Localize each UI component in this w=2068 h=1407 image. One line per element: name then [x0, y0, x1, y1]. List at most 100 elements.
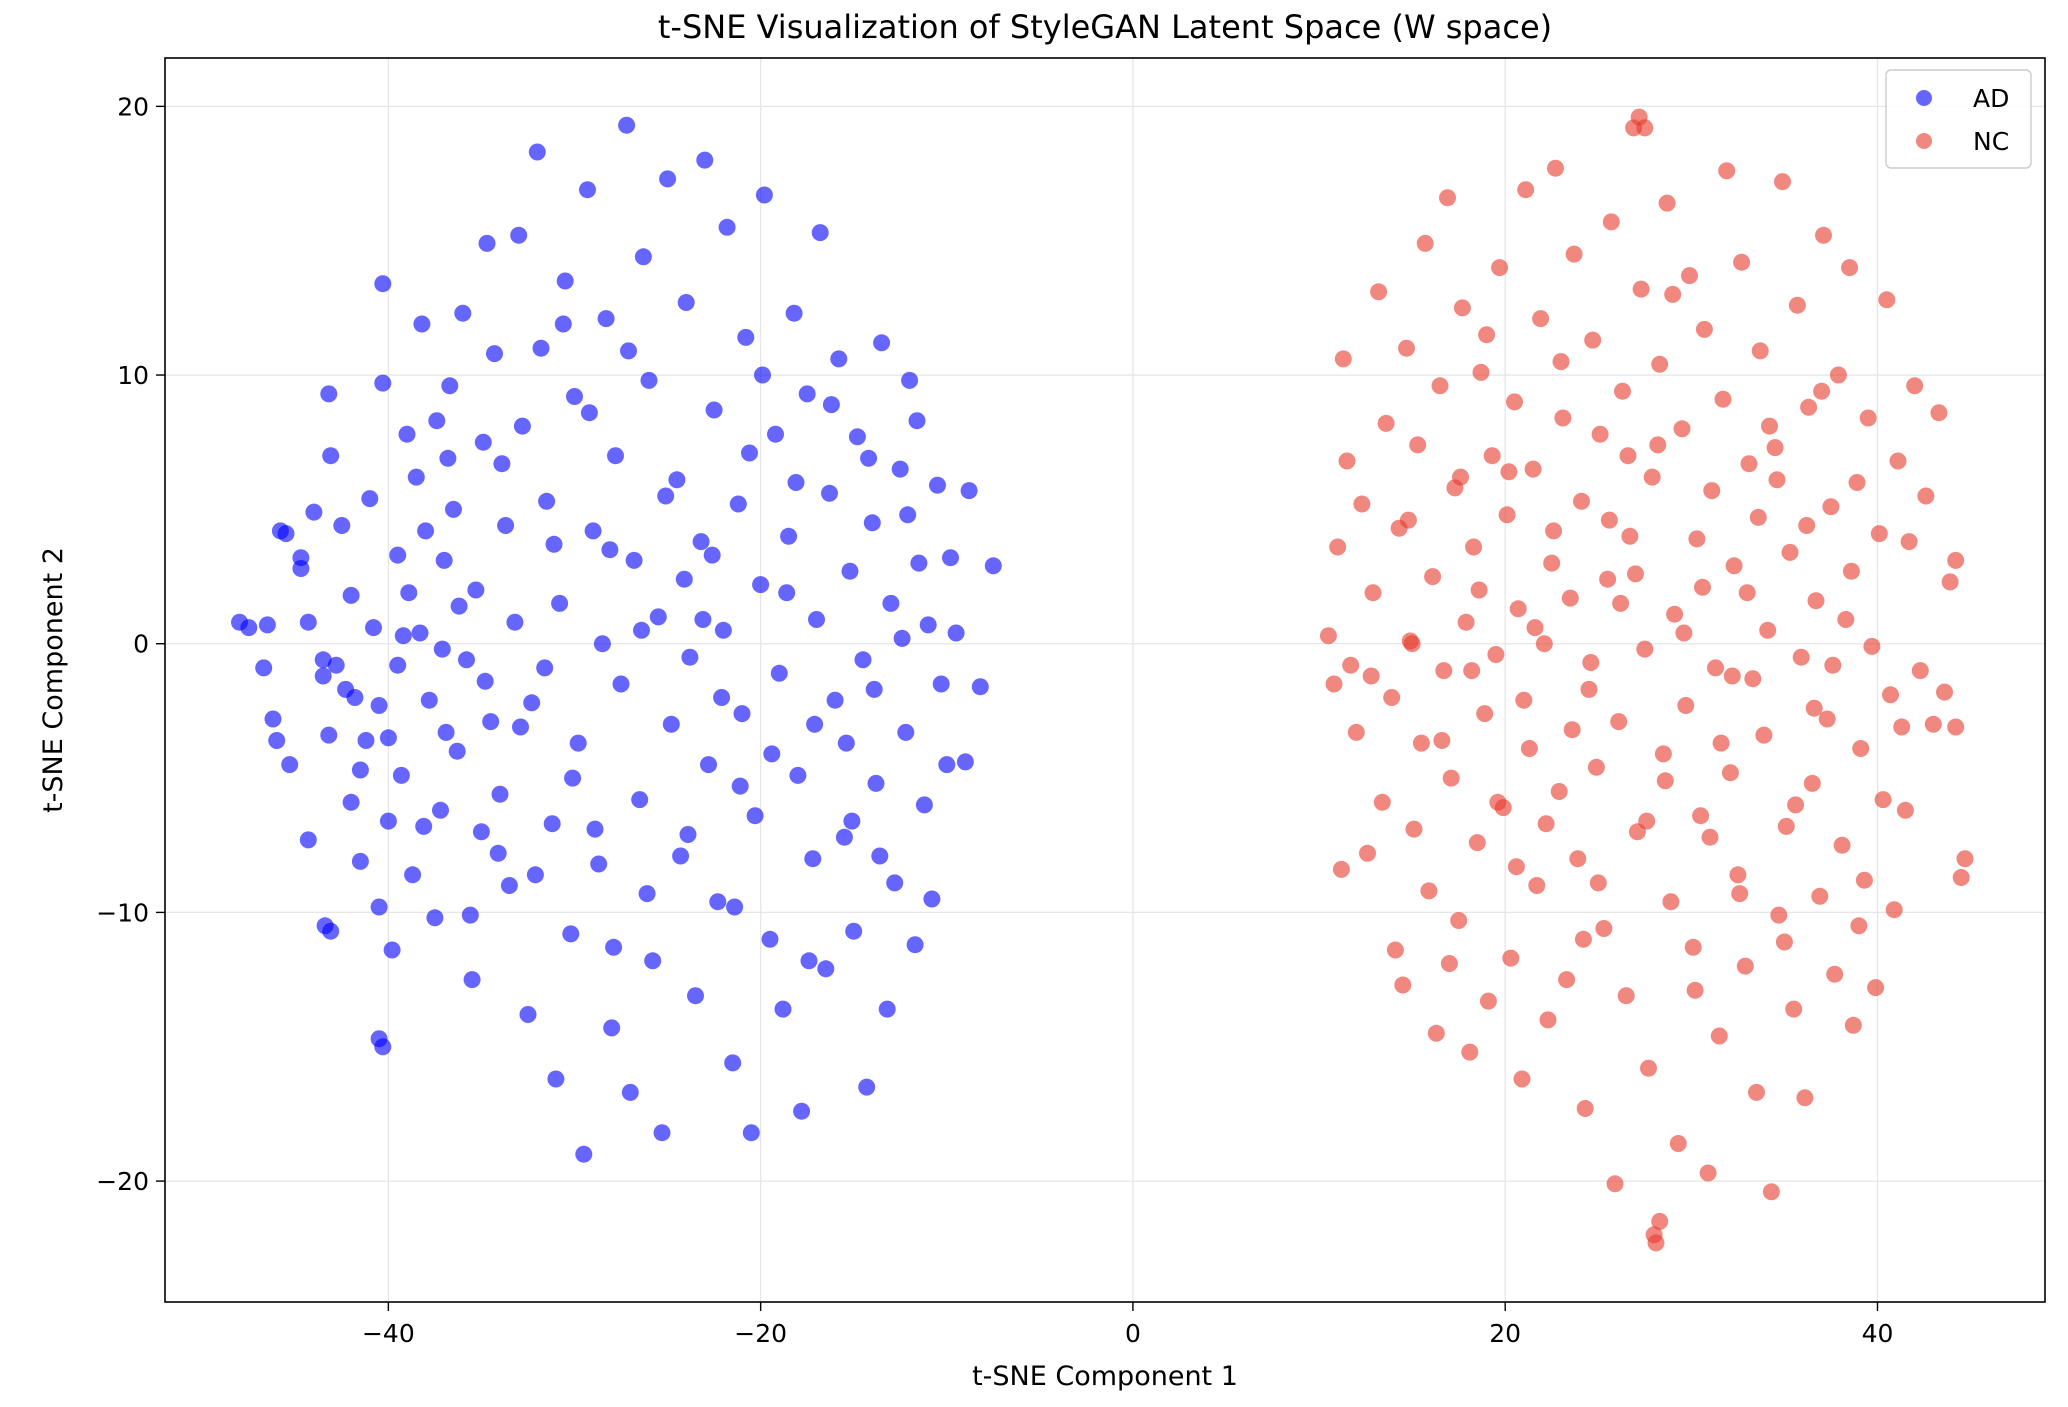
data-point-ad	[841, 562, 859, 580]
data-point-ad	[947, 624, 965, 642]
data-point-nc	[1632, 280, 1650, 298]
data-point-ad	[808, 611, 825, 628]
data-point-nc	[1550, 783, 1568, 800]
data-point-nc	[1725, 557, 1743, 575]
data-point-nc	[1405, 820, 1423, 838]
data-point-nc	[1535, 635, 1553, 653]
data-point-nc	[1798, 517, 1816, 534]
data-point-ad	[264, 710, 282, 728]
data-point-nc	[1453, 299, 1471, 317]
data-point-ad	[472, 823, 490, 841]
data-point-ad	[379, 812, 397, 830]
data-point-ad	[694, 611, 712, 628]
data-point-ad	[774, 1000, 792, 1018]
data-point-nc	[1666, 605, 1684, 623]
data-point-nc	[1338, 452, 1356, 470]
data-point-ad	[435, 551, 453, 569]
ticks-layer: −40 −20 0 20 40 −20 −10 0 10 20	[96, 92, 1893, 1348]
data-point-ad	[543, 815, 561, 833]
data-point-nc	[1947, 551, 1965, 569]
data-point-ad	[342, 793, 360, 811]
data-point-ad	[778, 584, 796, 602]
data-point-ad	[433, 640, 451, 658]
x-tick-label: 0	[1125, 1319, 1141, 1348]
data-point-nc	[1947, 718, 1965, 736]
data-point-ad	[562, 925, 580, 943]
data-point-ad	[374, 1038, 392, 1056]
data-point-ad	[631, 791, 649, 809]
data-point-nc	[1796, 1089, 1814, 1107]
data-point-nc	[1826, 965, 1844, 983]
data-point-nc	[1774, 173, 1791, 191]
data-point-ad	[564, 769, 582, 787]
data-point-ad	[956, 753, 974, 771]
data-point-nc	[1491, 259, 1509, 277]
data-point-ad	[908, 412, 926, 430]
data-point-ad	[450, 597, 468, 615]
data-point-nc	[1370, 283, 1388, 301]
data-point-ad	[500, 877, 518, 894]
data-point-nc	[1599, 570, 1617, 588]
data-point-ad	[383, 941, 401, 959]
data-point-nc	[1602, 213, 1620, 231]
data-point-nc	[1610, 713, 1628, 731]
data-point-ad	[733, 705, 751, 723]
data-point-nc	[1399, 511, 1417, 529]
data-point-ad	[566, 388, 583, 405]
data-point-nc	[1815, 226, 1832, 244]
data-point-ad	[428, 412, 446, 430]
data-point-nc	[1859, 409, 1877, 427]
data-point-nc	[1563, 721, 1581, 739]
data-point-nc	[1768, 471, 1786, 489]
data-point-nc	[1761, 417, 1778, 435]
data-point-nc	[1506, 393, 1523, 411]
data-point-ad	[752, 576, 770, 594]
data-point-ad	[882, 594, 900, 612]
data-point-nc	[1353, 495, 1371, 513]
data-point-nc	[1707, 659, 1724, 677]
data-point-ad	[893, 629, 911, 647]
data-point-nc	[1621, 527, 1639, 545]
data-point-nc	[1911, 662, 1929, 680]
y-tick-label: 0	[133, 630, 149, 659]
data-point-nc	[1498, 506, 1516, 524]
data-point-nc	[1450, 912, 1468, 929]
data-point-nc	[1900, 533, 1918, 551]
data-point-ad	[476, 672, 494, 690]
data-point-nc	[1487, 646, 1505, 663]
data-point-ad	[679, 826, 697, 843]
data-point-ad	[798, 385, 816, 403]
data-point-nc	[1645, 1226, 1663, 1244]
data-point-nc	[1332, 860, 1350, 878]
data-point-ad	[726, 898, 744, 916]
data-point-ad	[621, 1083, 639, 1101]
data-point-nc	[1701, 828, 1719, 846]
data-point-nc	[1677, 697, 1695, 714]
data-point-nc	[1532, 310, 1550, 328]
data-point-nc	[1651, 355, 1669, 373]
data-point-ad	[873, 334, 891, 352]
data-point-nc	[1561, 589, 1579, 607]
data-point-nc	[1394, 976, 1412, 994]
data-point-ad	[322, 447, 340, 465]
data-point-ad	[454, 304, 472, 322]
data-point-nc	[1695, 320, 1713, 338]
data-point-ad	[258, 616, 276, 634]
data-point-ad	[804, 850, 822, 868]
data-point-nc	[1584, 331, 1602, 349]
data-point-nc	[1334, 350, 1352, 368]
data-point-ad	[510, 226, 528, 244]
data-point-ad	[411, 624, 429, 642]
data-point-ad	[901, 371, 919, 389]
data-point-ad	[700, 756, 717, 774]
data-point-ad	[467, 581, 485, 599]
data-point-ad	[489, 844, 507, 862]
data-point-ad	[845, 922, 863, 940]
data-point-nc	[1614, 382, 1631, 400]
data-point-nc	[1850, 917, 1868, 935]
data-point-nc	[1574, 930, 1592, 948]
y-tick-label: −10	[96, 898, 149, 927]
data-point-nc	[1325, 675, 1343, 693]
